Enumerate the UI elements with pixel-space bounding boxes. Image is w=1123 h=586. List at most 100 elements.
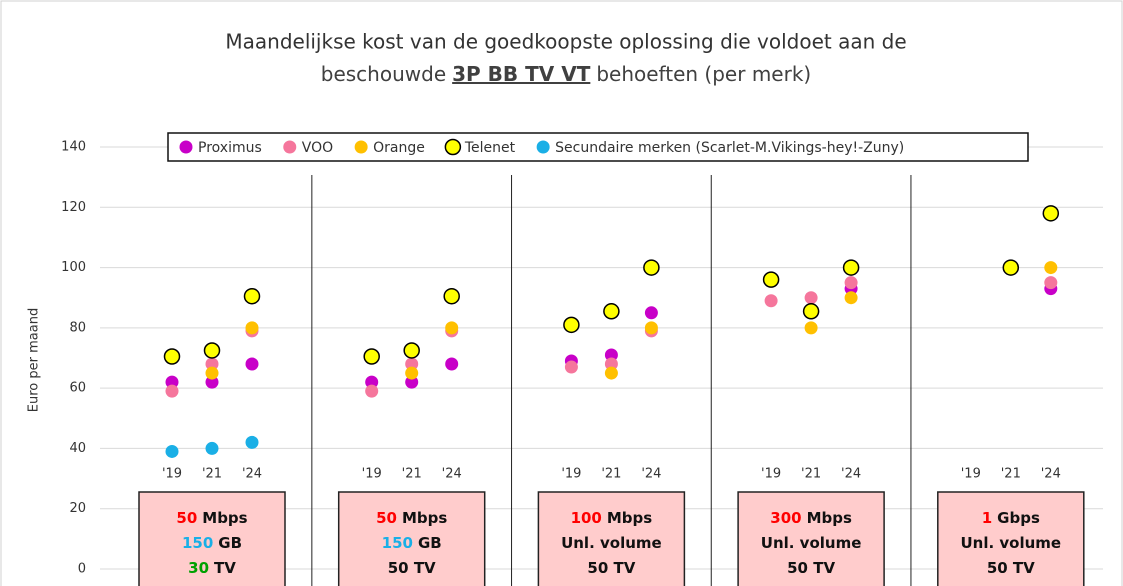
spec-line: Unl. volume <box>761 534 862 552</box>
y-tick-label: 40 <box>69 441 86 456</box>
data-point <box>245 321 259 335</box>
spec-box <box>537 491 686 586</box>
data-point <box>445 357 459 371</box>
legend-box <box>167 132 1029 162</box>
data-point <box>762 271 780 288</box>
spec-part: Mbps <box>402 509 447 527</box>
spec-part: 50 TV <box>987 559 1035 577</box>
spec-line: 150 GB <box>382 534 442 552</box>
data-point <box>163 348 181 365</box>
spec-line: Unl. volume <box>561 534 662 552</box>
data-point <box>243 287 261 305</box>
data-point <box>165 384 179 398</box>
data-point <box>165 444 179 458</box>
data-point <box>842 259 860 276</box>
data-point <box>764 294 778 308</box>
data-point <box>603 303 620 320</box>
data-point <box>802 303 820 320</box>
spec-line: 300 Mbps <box>770 509 852 527</box>
data-point <box>604 357 618 371</box>
spec-line: 50 Mbps <box>376 509 447 527</box>
x-tick-label: '24 <box>242 467 262 482</box>
data-point <box>165 375 179 389</box>
data-point <box>245 357 259 371</box>
data-point <box>443 287 460 305</box>
data-point <box>405 357 419 371</box>
chart-title: Maandelijkse kost van de goedkoopste opl… <box>225 30 906 54</box>
x-tick-label: '19 <box>162 467 182 482</box>
legend-marker <box>283 140 297 154</box>
y-tick-label: 140 <box>61 140 86 155</box>
legend-marker <box>354 140 368 154</box>
spec-part: Unl. volume <box>960 534 1061 552</box>
spec-box <box>337 491 486 586</box>
spec-part: 1 <box>982 509 992 527</box>
data-point <box>245 435 259 449</box>
x-tick-label: '24 <box>442 467 462 482</box>
title-part: behoeften (per merk) <box>596 62 811 86</box>
title-part: beschouwde <box>321 62 446 86</box>
spec-part: Mbps <box>607 509 652 527</box>
y-tick-label: 20 <box>69 501 86 516</box>
data-point <box>604 366 618 380</box>
spec-box <box>138 491 286 586</box>
spec-part: TV <box>214 559 236 577</box>
data-point <box>405 375 419 389</box>
spec-part: 150 <box>182 534 213 552</box>
legend-marker <box>179 140 193 154</box>
spec-line: Unl. volume <box>960 534 1061 552</box>
data-point <box>205 357 219 371</box>
spec-part: 50 TV <box>787 559 835 577</box>
spec-part: Unl. volume <box>761 534 862 552</box>
data-point <box>644 306 658 320</box>
y-tick-label: 80 <box>69 320 86 335</box>
spec-line: 50 TV <box>587 559 635 577</box>
x-tick-label: '24 <box>1041 467 1061 482</box>
spec-part: GB <box>418 534 442 552</box>
spec-line: 50 TV <box>787 559 835 577</box>
data-point <box>405 366 419 380</box>
data-point <box>804 291 818 305</box>
legend-label: VOO <box>302 140 333 156</box>
y-tick-label: 60 <box>69 381 86 396</box>
legend-marker <box>444 138 462 156</box>
spec-part: 50 TV <box>388 559 436 577</box>
spec-part: 300 <box>770 509 801 527</box>
data-point <box>205 366 219 380</box>
spec-part: Mbps <box>202 509 247 527</box>
x-tick-label: '21 <box>402 467 422 482</box>
y-tick-label: 0 <box>78 562 86 577</box>
spec-part: Mbps <box>807 509 852 527</box>
data-point <box>1042 205 1060 222</box>
spec-part: 100 <box>571 509 602 527</box>
spec-part: Gbps <box>997 509 1040 527</box>
legend-label: Secundaire merken (Scarlet-M.Vikings-hey… <box>555 140 904 156</box>
spec-part: 50 TV <box>587 559 635 577</box>
x-tick-label: '21 <box>202 467 222 482</box>
data-point <box>643 259 660 276</box>
data-point <box>205 375 219 389</box>
y-tick-label: 120 <box>61 200 86 215</box>
spec-box <box>937 491 1085 586</box>
spec-part: GB <box>218 534 242 552</box>
data-point <box>564 360 578 374</box>
x-tick-label: '21 <box>801 467 821 482</box>
legend-label: Proximus <box>198 140 262 156</box>
spec-line: 100 Mbps <box>571 509 653 527</box>
x-tick-label: '24 <box>641 467 661 482</box>
data-point <box>644 321 658 335</box>
data-point <box>604 348 618 362</box>
data-point <box>203 342 221 359</box>
data-point <box>804 321 818 335</box>
data-point <box>1044 276 1058 290</box>
x-tick-label: '19 <box>362 467 382 482</box>
data-point <box>445 321 459 335</box>
x-tick-label: '21 <box>1001 467 1021 482</box>
spec-box <box>737 491 885 586</box>
spec-line: 50 Mbps <box>176 509 247 527</box>
spec-line: 1 Gbps <box>982 509 1040 527</box>
data-point <box>1002 259 1020 276</box>
legend-label: Orange <box>373 140 425 156</box>
